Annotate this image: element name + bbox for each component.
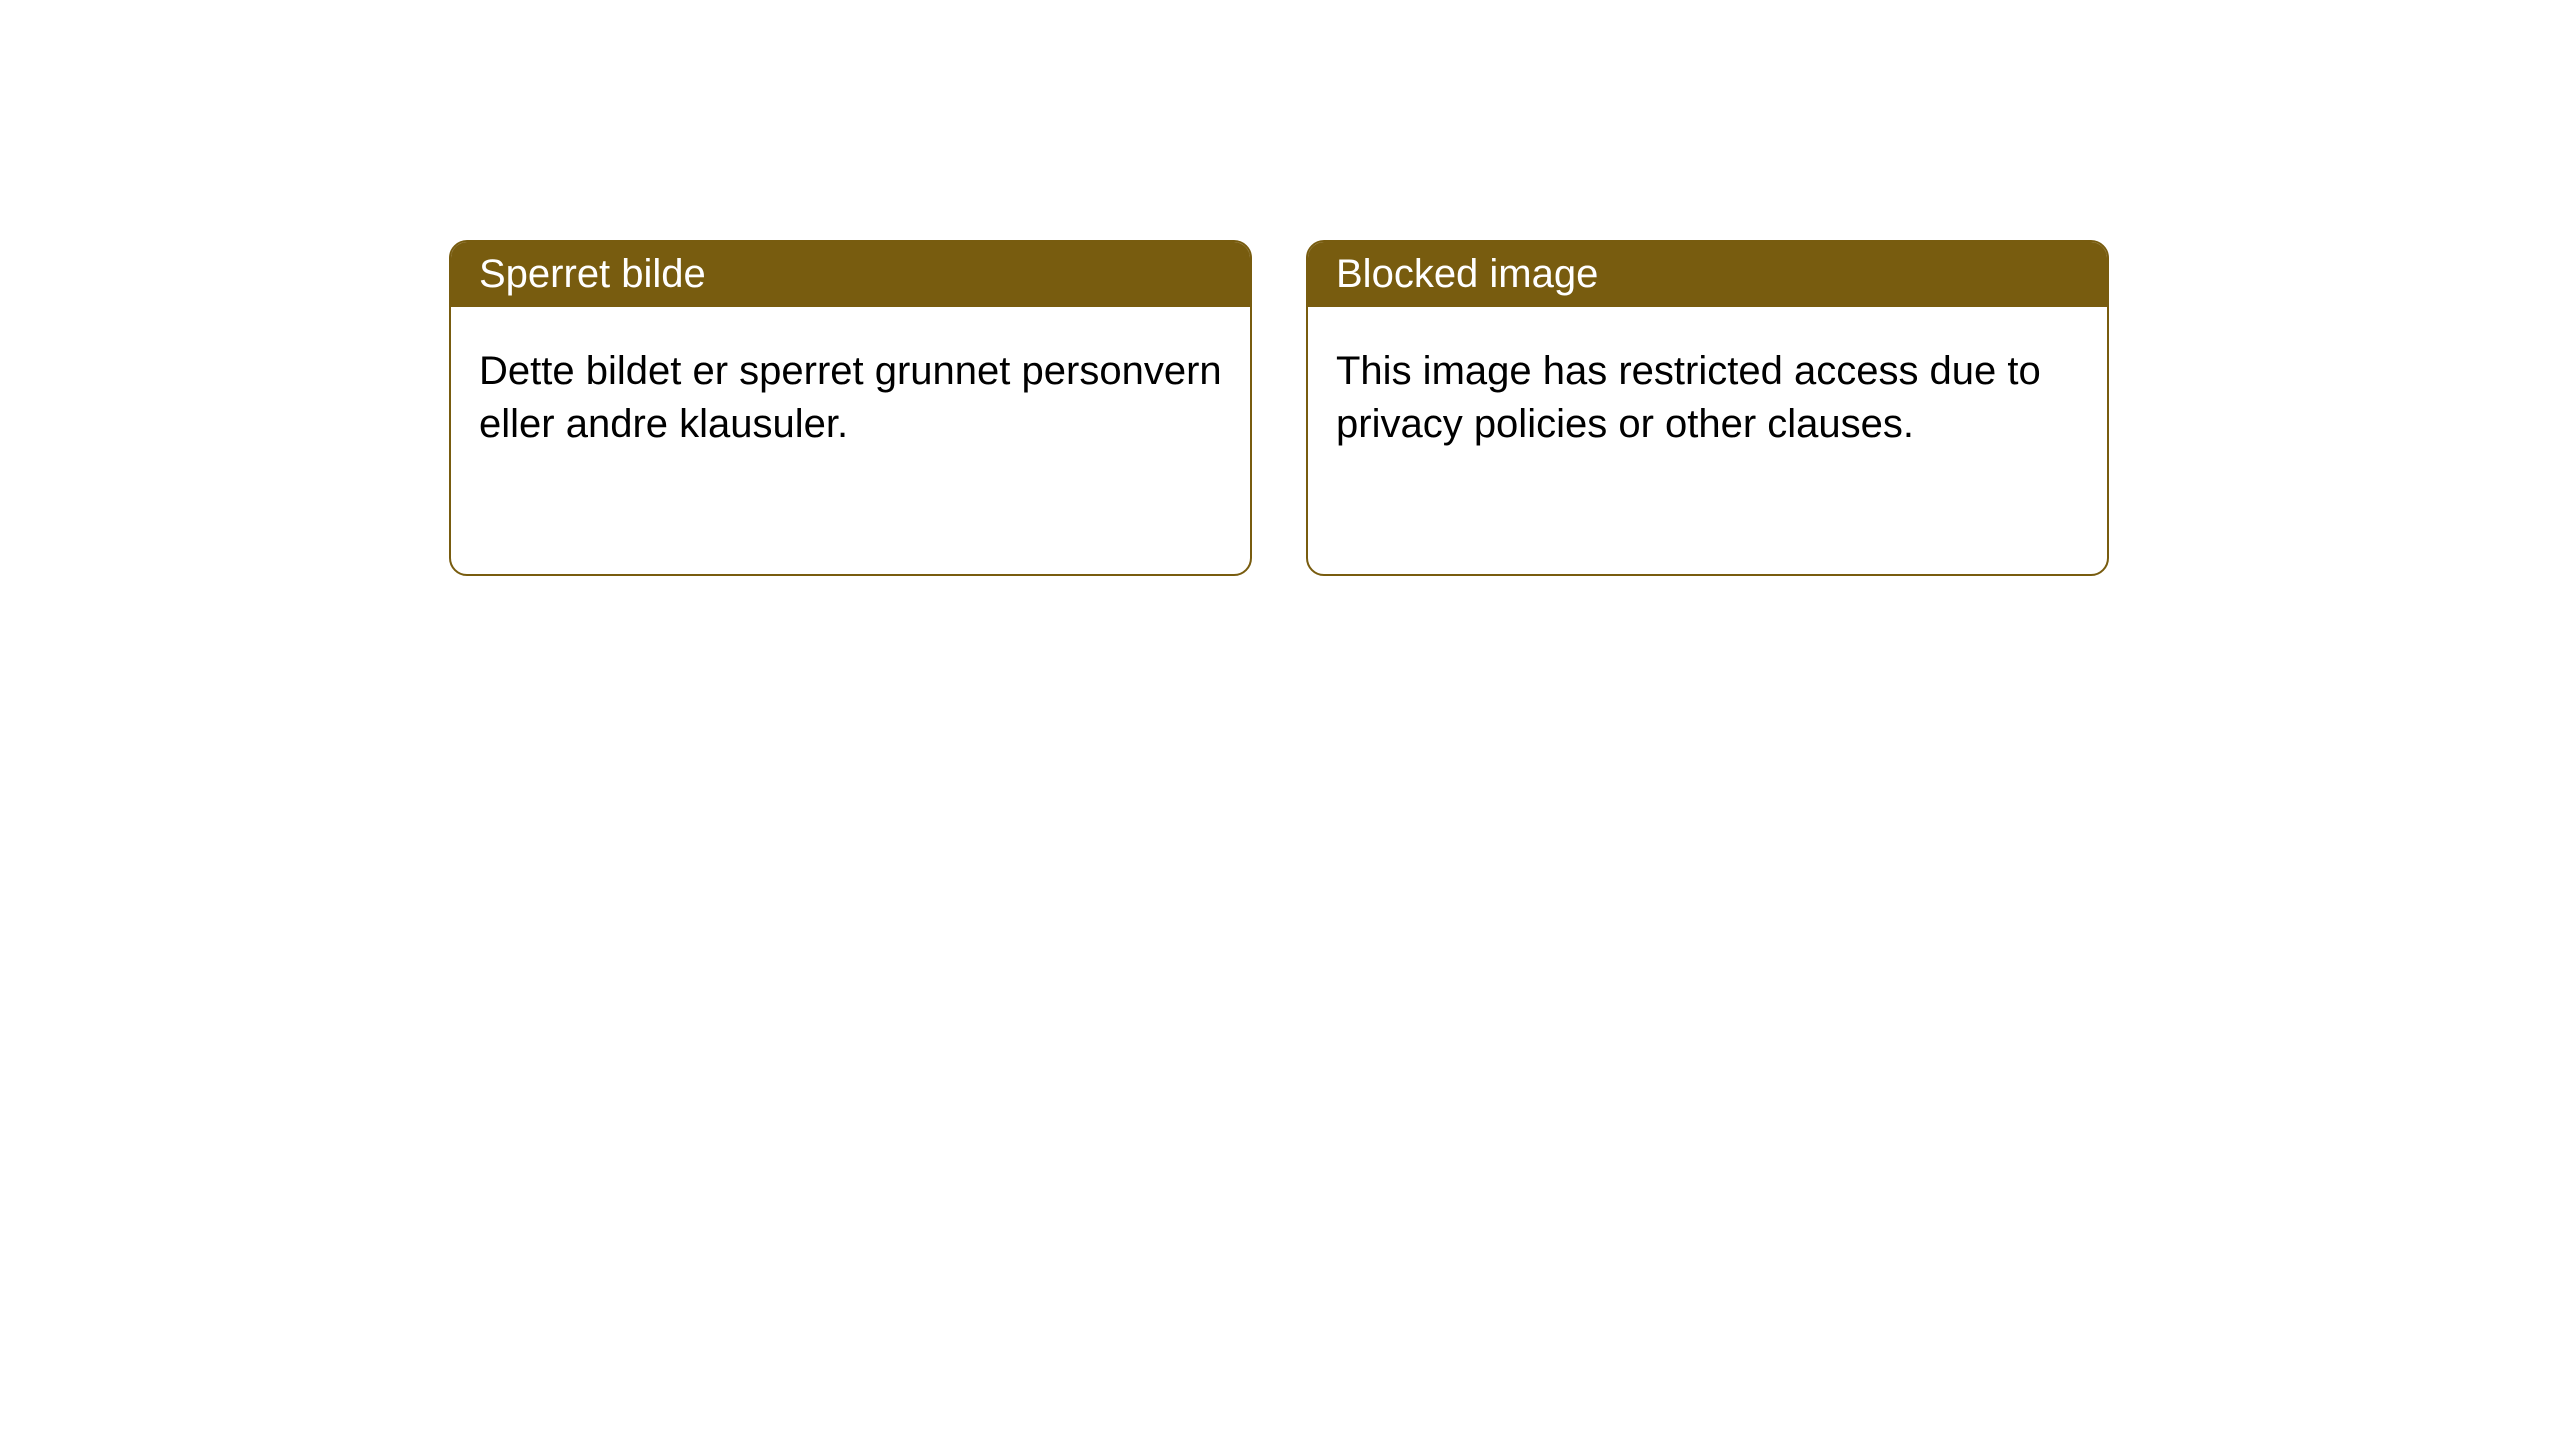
notice-card-norwegian: Sperret bilde Dette bildet er sperret gr… [449, 240, 1252, 576]
card-title: Sperret bilde [451, 242, 1250, 307]
notice-card-english: Blocked image This image has restricted … [1306, 240, 2109, 576]
card-body-text: Dette bildet er sperret grunnet personve… [451, 307, 1250, 489]
card-title: Blocked image [1308, 242, 2107, 307]
card-body-text: This image has restricted access due to … [1308, 307, 2107, 489]
notice-cards-container: Sperret bilde Dette bildet er sperret gr… [449, 240, 2109, 576]
